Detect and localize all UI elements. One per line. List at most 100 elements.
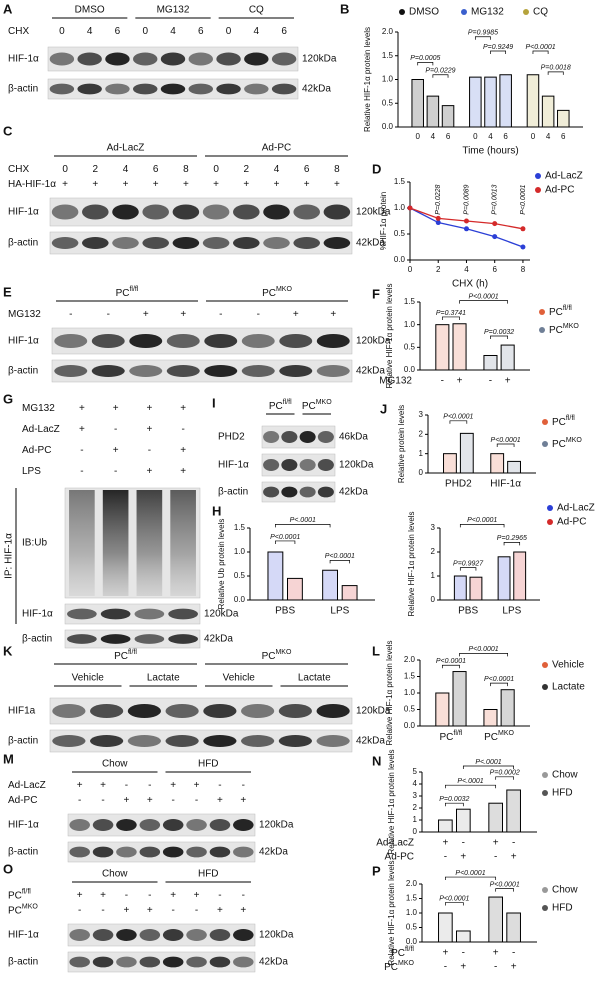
- x-tick-label: 4: [488, 132, 493, 141]
- group-label: Vehicle: [223, 673, 256, 684]
- blot-band: [82, 204, 109, 220]
- y-tick-label: 4: [413, 779, 418, 788]
- condition-value: +: [183, 179, 189, 190]
- group-label: PCMKO: [262, 649, 292, 661]
- panel-letter: G: [3, 391, 13, 406]
- p-bracket: [490, 50, 507, 54]
- panel-letter: C: [3, 123, 13, 138]
- condition-label: MG132: [22, 403, 55, 414]
- condition-value: -: [148, 780, 151, 791]
- band-size: 42kDa: [339, 487, 368, 498]
- y-tick-label: 1.5: [404, 672, 416, 681]
- y-tick-label: 1.0: [406, 908, 418, 917]
- p-bracket: [445, 902, 464, 906]
- p-bracket: [462, 765, 514, 769]
- blot-band: [54, 365, 88, 377]
- blot-band: [281, 431, 298, 443]
- p-value: P<.0001: [290, 517, 316, 524]
- bar: [488, 802, 503, 833]
- blot-band: [278, 703, 312, 719]
- y-tick-label: 1.0: [382, 75, 394, 84]
- blot-strip: [51, 359, 353, 383]
- bar: [484, 76, 497, 128]
- y-tick-label: 0.5: [404, 705, 416, 714]
- band-size: 42kDa: [302, 84, 331, 95]
- blot-band: [139, 819, 161, 831]
- blot-band: [49, 83, 75, 95]
- condition-value: -: [257, 309, 260, 320]
- blot-band: [91, 333, 125, 349]
- blot-band: [299, 486, 316, 498]
- condition-value: 0: [142, 26, 148, 37]
- condition-label: MG132: [379, 376, 412, 387]
- blot-band: [203, 703, 237, 719]
- group-label: Lactate: [298, 673, 331, 684]
- p-value: P<0.0001: [467, 517, 497, 524]
- legend-label-sup: MKO: [566, 437, 583, 444]
- condition-value: +: [146, 403, 152, 414]
- x-tick-label-main: PC: [484, 732, 498, 743]
- blot-band: [112, 237, 139, 249]
- y-tick-label: 3: [413, 791, 418, 800]
- condition-value: +: [79, 403, 85, 414]
- condition-value: +: [113, 403, 119, 414]
- x-axis-label: CHX (h): [452, 279, 488, 290]
- band-label: PHD2: [218, 432, 245, 443]
- condition-value: +: [143, 309, 149, 320]
- blot-strip: [67, 951, 256, 973]
- panel-letter: P: [372, 863, 381, 878]
- condition-value: +: [100, 780, 106, 791]
- condition-value: +: [274, 179, 280, 190]
- legend-label: Vehicle: [552, 660, 585, 671]
- x-tick-label: PCfl/fl: [440, 730, 463, 742]
- blot-band: [67, 634, 97, 644]
- band-label: IB:Ub: [22, 538, 47, 549]
- bar: [438, 912, 453, 943]
- y-tick-label: 2: [419, 429, 424, 438]
- bar: [469, 576, 483, 601]
- condition-value: -: [242, 780, 245, 791]
- blot-band: [299, 459, 316, 471]
- legend-marker: [542, 419, 548, 425]
- legend-marker: [539, 327, 545, 333]
- blot-strip: [67, 923, 256, 947]
- condition-label: Ad-LacZ: [376, 838, 414, 849]
- y-tick-label: 1.5: [406, 894, 418, 903]
- group-label: Chow: [102, 869, 128, 880]
- blot-strip: [67, 841, 256, 863]
- blot-band: [204, 333, 238, 349]
- x-tick-label: 6: [446, 132, 451, 141]
- p-bracket: [449, 420, 468, 424]
- condition-value: 4: [274, 164, 280, 175]
- bar: [441, 105, 455, 128]
- p-bracket: [445, 784, 497, 789]
- blot-band: [271, 83, 297, 95]
- p-value: P<0.0001: [484, 676, 514, 683]
- band-size: 42kDa: [356, 736, 385, 747]
- condition-label: Ad-LacZ: [22, 424, 60, 435]
- legend-label: Chow: [552, 885, 578, 896]
- legend-marker: [547, 519, 553, 525]
- y-axis-label: Relative HIF-1α protein levels: [385, 283, 394, 388]
- condition-value: 6: [115, 26, 121, 37]
- blot-band: [165, 703, 199, 719]
- blot-band: [90, 735, 124, 747]
- condition-value: +: [493, 838, 499, 849]
- p-bracket: [329, 560, 350, 564]
- condition-value: +: [243, 179, 249, 190]
- band-label: β-actin: [8, 238, 38, 249]
- point: [492, 221, 498, 227]
- blot-band: [203, 735, 237, 747]
- p-bracket: [459, 300, 509, 304]
- condition-value: +: [217, 905, 223, 916]
- condition-label-main: PC: [8, 890, 22, 901]
- group-label-sup: MKO: [316, 399, 333, 406]
- blot-band: [241, 735, 275, 747]
- blot-band: [49, 52, 75, 66]
- blot-band: [54, 333, 88, 349]
- condition-value: -: [494, 962, 497, 973]
- x-tick-label-main: PC: [440, 732, 454, 743]
- blot-band: [216, 83, 241, 95]
- blot-band: [244, 83, 269, 95]
- blot-band: [323, 204, 351, 220]
